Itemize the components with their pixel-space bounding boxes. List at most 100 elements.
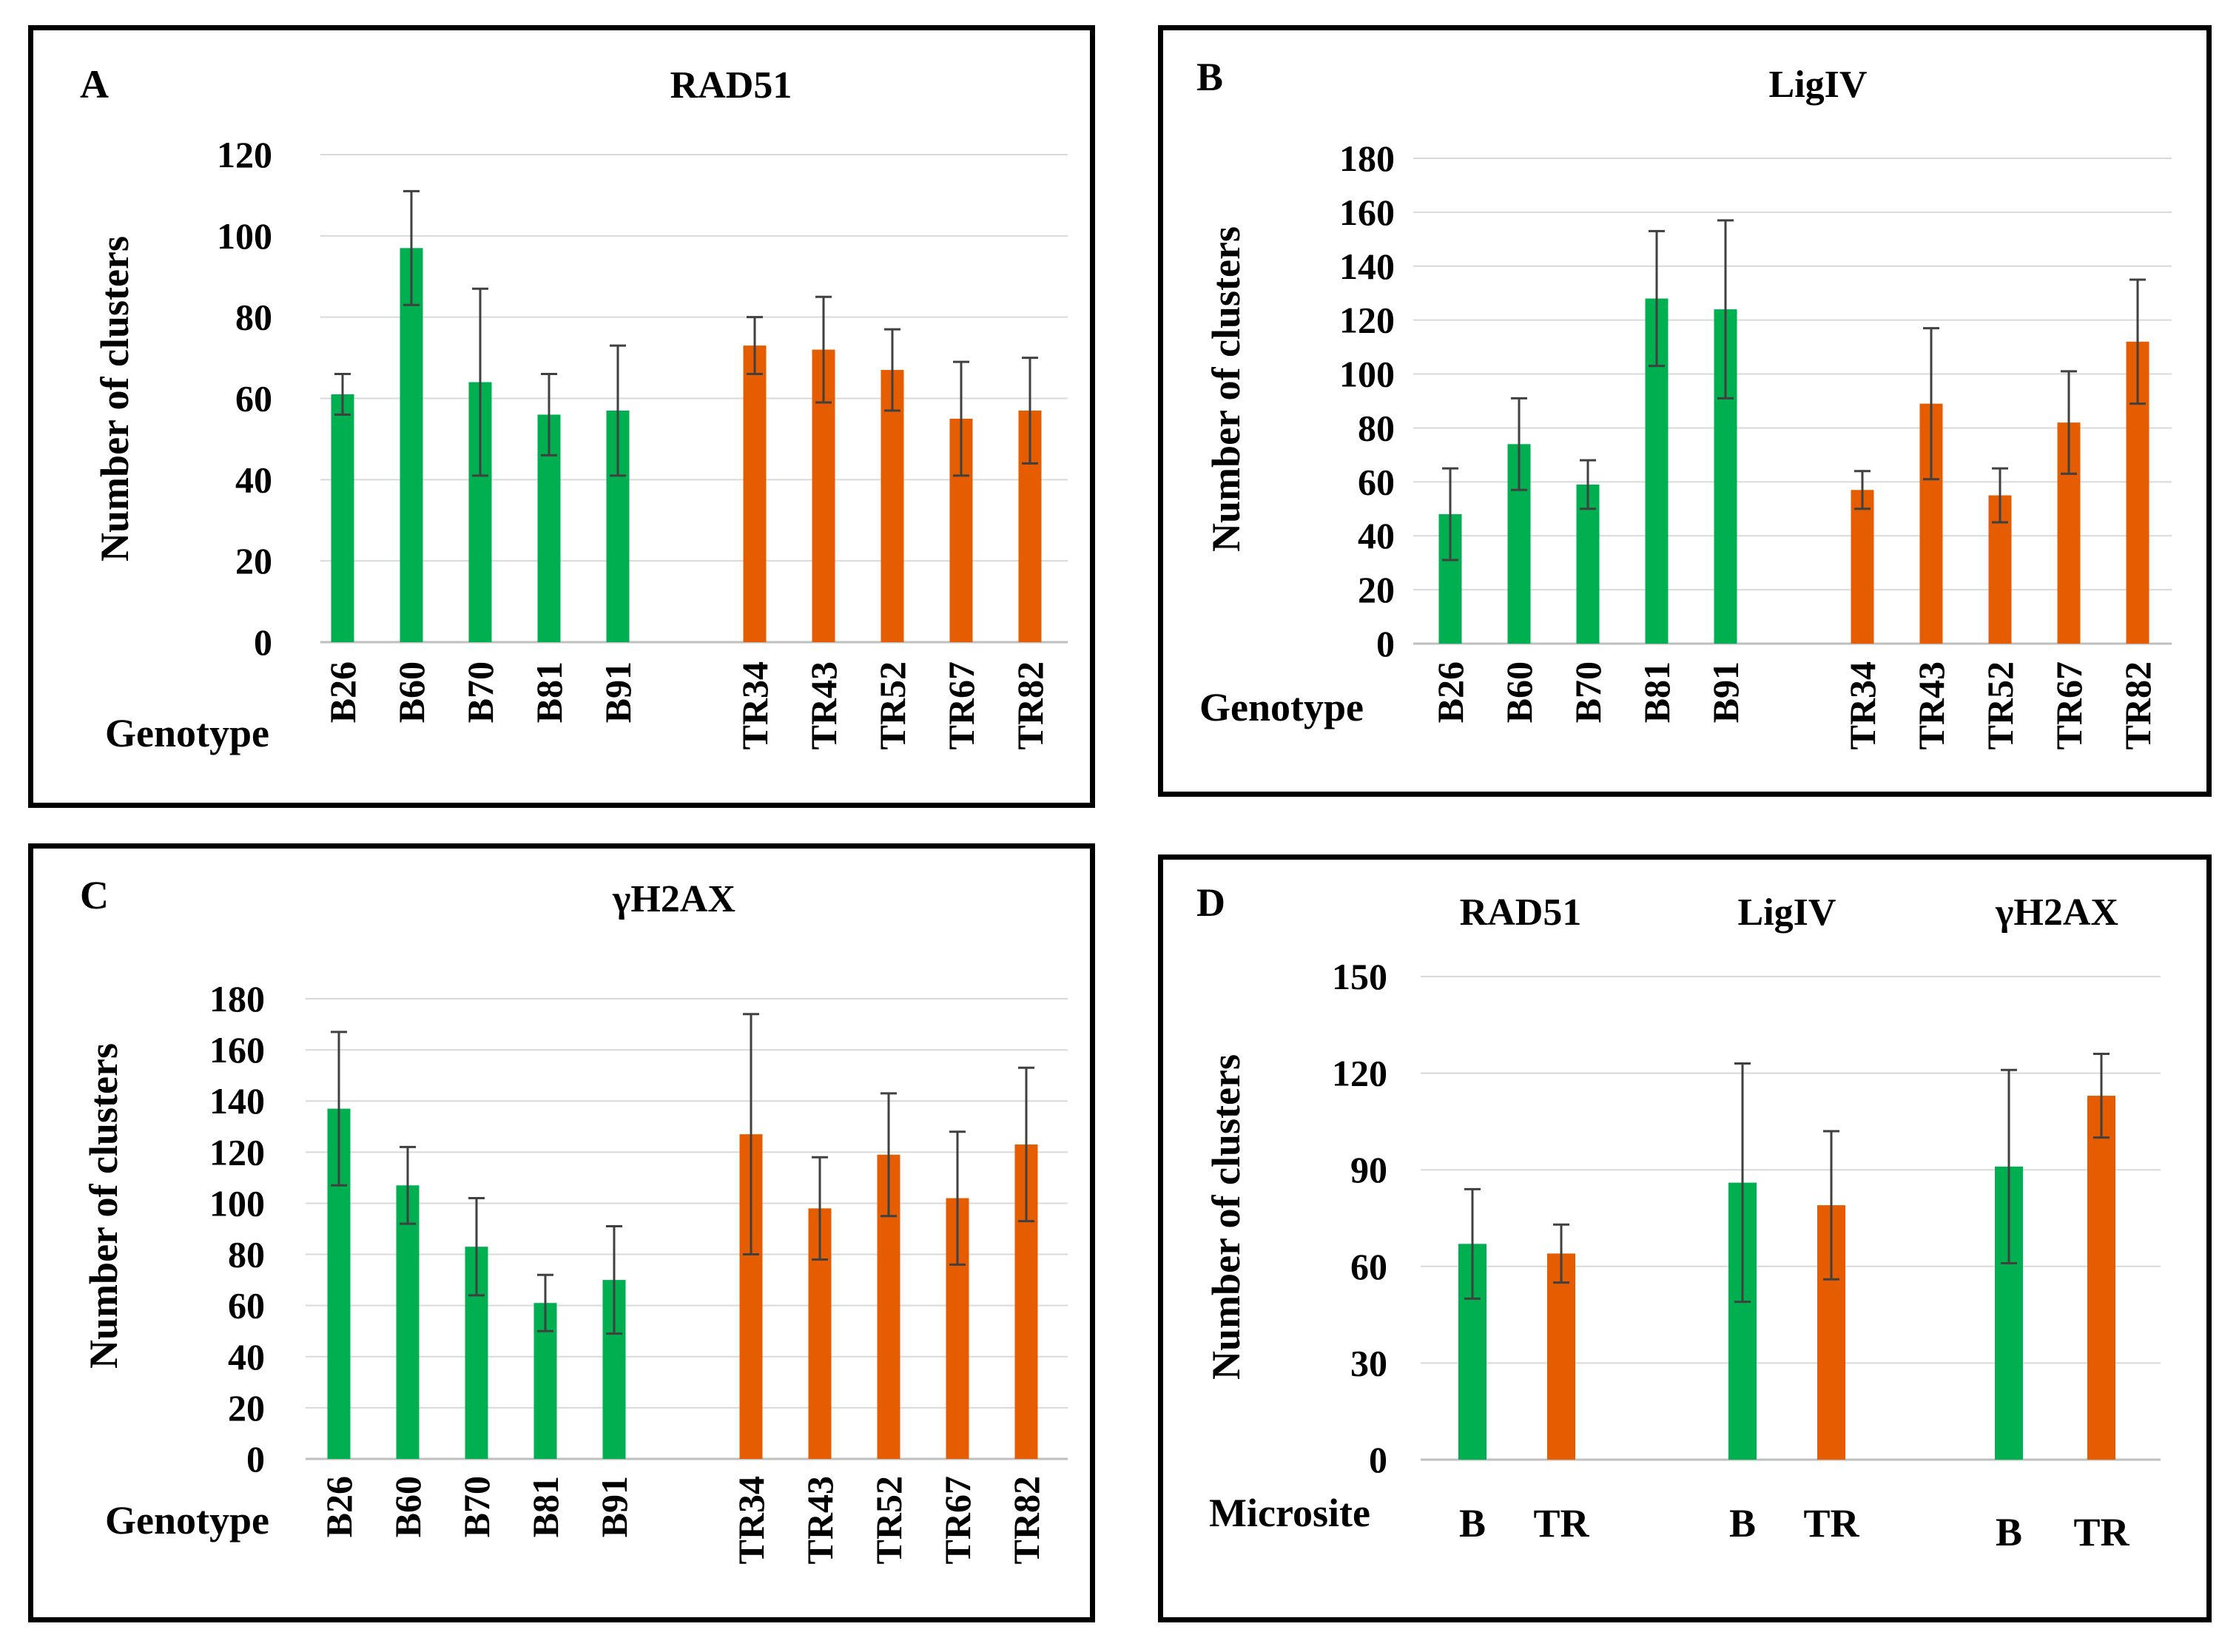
y-tick-label: 0 [1369,1439,1387,1480]
error-bar [743,1013,759,1256]
error-bar [1734,1062,1751,1304]
x-tick-label: B60 [387,1476,428,1537]
error-bar [1823,1130,1839,1281]
x-tick-label: B [1729,1501,1756,1545]
y-tick-label: 180 [1339,138,1395,179]
error-bar [403,189,420,306]
chart-title: RAD51 [670,64,792,107]
error-bar [1553,1223,1569,1284]
x-tick-label: TR67 [937,1476,978,1564]
y-tick-label: 30 [1350,1342,1387,1383]
x-tick-label: TR34 [1842,661,1883,749]
x-tick-label: TR [1533,1501,1589,1545]
y-tick-label: 60 [1350,1246,1387,1287]
x-tick-label: TR67 [2048,661,2090,749]
error-bar [400,1145,416,1225]
chart-panel-ligiv: B LigIV 0 20 40 60 80 100 120 140 160 180 Number of … [1158,25,2212,797]
x-tick-label: TR52 [1979,661,2021,749]
y-tick-label: 80 [228,1234,265,1275]
x-tick-label: TR82 [2117,661,2158,749]
error-bar [2129,278,2146,405]
y-tick-label: 160 [209,1029,265,1071]
x-tick-label: B91 [597,661,639,723]
y-tick-label: 0 [254,621,272,663]
panel-letter: C [80,873,109,917]
y-tick-label: 150 [1332,956,1387,997]
chart-title: γH2AX [612,878,735,920]
y-tick-label: 40 [235,459,272,500]
error-bar [468,1197,485,1297]
error-bar [1649,229,1665,368]
x-tick-label: B26 [1430,661,1471,723]
x-tick-label: TR43 [803,661,844,749]
x-tick-label: B81 [1636,661,1677,723]
y-tick-label: 0 [246,1438,265,1480]
y-tick-label: 80 [1358,407,1395,448]
error-bar [537,1273,553,1332]
error-bar [953,360,969,477]
y-tick-label: 0 [1376,623,1395,664]
panel-letter: B [1196,55,1223,99]
x-tick-label: B60 [391,661,432,723]
y-tick-label: 40 [228,1336,265,1378]
bar [2087,1096,2115,1460]
error-bar [606,1225,622,1335]
y-tick-label: 100 [217,215,272,257]
y-tick-label: 40 [1358,515,1395,556]
error-bar [812,1156,828,1261]
error-bar [2001,1068,2017,1264]
x-tick-label: B70 [456,1476,497,1537]
error-bar [472,287,488,477]
x-tick-label: TR [2073,1510,2129,1554]
x-tick-label: B60 [1498,661,1540,723]
panel-letter: A [80,62,109,107]
bar [743,345,767,642]
x-tick-label: B91 [593,1476,635,1537]
y-tick-label: 120 [217,134,272,175]
x-axis-label: Genotype [105,1498,269,1543]
y-tick-label: 160 [1339,192,1395,233]
y-tick-label: 20 [1358,569,1395,610]
bar [1576,484,1600,644]
error-bar [2093,1052,2110,1139]
error-bar [1923,327,1939,481]
y-tick-label: 60 [228,1285,265,1326]
x-tick-label: TR34 [730,1476,772,1564]
chart-panel-rad51: A RAD51 0 20 40 60 80 100 120 Number of clusters G… [28,25,1095,808]
x-tick-label: TR43 [1910,661,1952,749]
y-tick-label: 80 [235,297,272,338]
y-tick-label: 120 [209,1131,265,1173]
y-tick-label: 100 [1339,354,1395,395]
x-tick-label: TR52 [868,1476,909,1564]
error-bar [610,344,626,477]
x-tick-label: TR82 [1009,661,1051,749]
error-bar [1511,397,1527,491]
y-tick-label: 60 [235,378,272,419]
y-tick-label: 140 [1339,246,1395,287]
y-tick-label: 90 [1350,1149,1387,1190]
error-bar [2061,370,2077,475]
y-axis-label: Number of clusters [81,1043,126,1369]
error-bar [1018,1066,1034,1223]
error-bar [815,295,832,404]
chart-title: LigIV [1769,64,1868,106]
x-tick-label: B91 [1705,661,1746,723]
x-tick-label: TR [1803,1501,1859,1545]
error-bar [1992,467,2008,524]
y-tick-label: 100 [209,1182,265,1224]
y-tick-label: 180 [209,978,265,1019]
error-bar [1854,470,1871,510]
y-tick-label: 120 [1339,300,1395,341]
error-bar [1717,219,1734,399]
chart-svg: B LigIV 0 20 40 60 80 100 120 140 160 180 Number of … [1196,55,2172,749]
error-bar [331,1031,347,1187]
x-tick-label: B26 [322,661,363,723]
bar [1547,1253,1575,1460]
group-title: LigIV [1738,891,1836,934]
error-bar [1022,357,1038,465]
y-tick-label: 140 [209,1080,265,1122]
error-bar [747,316,763,376]
bar [1851,490,1874,644]
x-tick-label: B70 [459,661,501,723]
y-axis-label: Number of clusters [1204,1054,1248,1380]
